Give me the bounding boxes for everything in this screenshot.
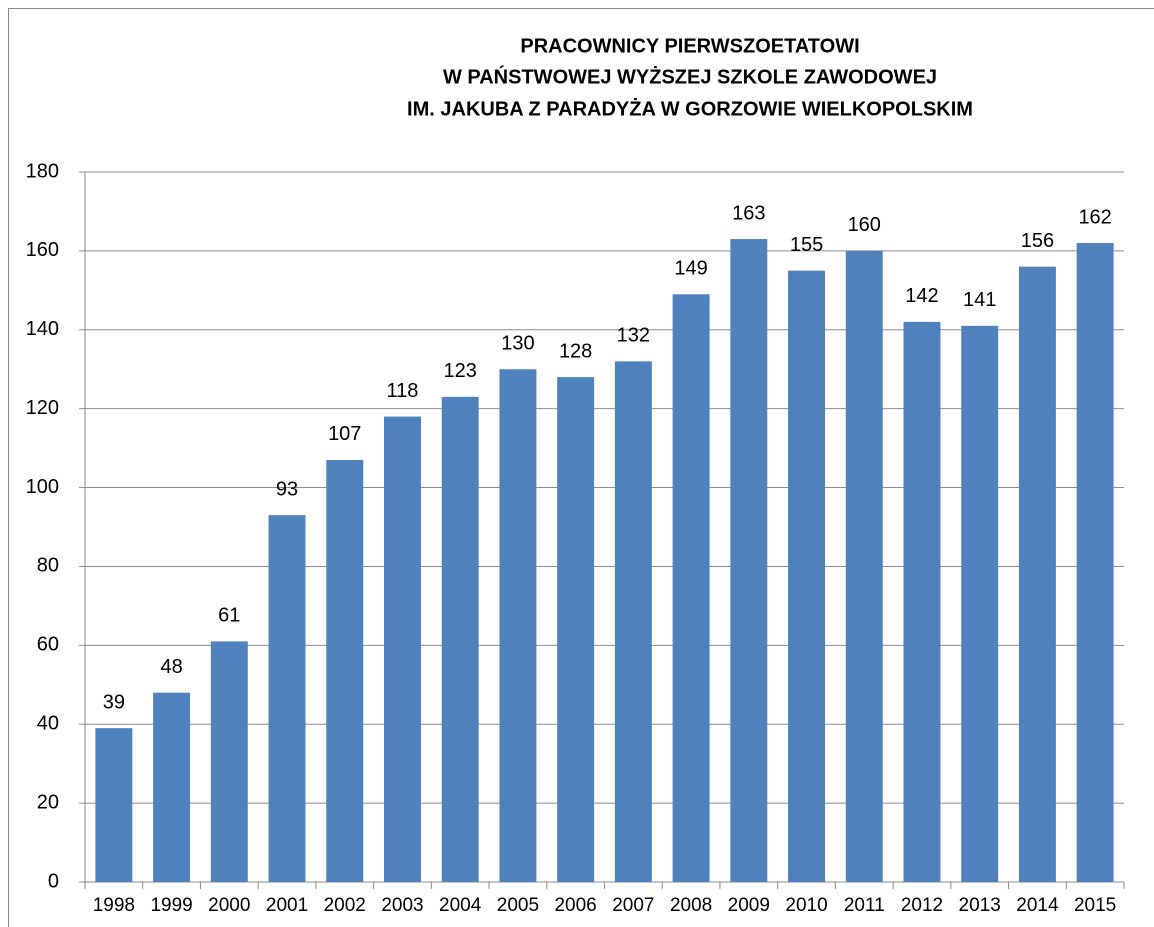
y-tick-label: 120 [26,397,59,419]
x-tick-label: 2002 [324,895,366,916]
bar [1076,243,1114,882]
data-label: 128 [559,340,592,362]
data-label: 156 [1021,230,1054,252]
chart-title: IM. JAKUBA Z PARADYŻA W GORZOWIE WIELKOP… [407,97,973,120]
y-tick-label: 40 [37,713,59,735]
x-tick-label: 2003 [381,895,423,916]
bar [845,250,883,882]
y-tick-label: 80 [37,555,59,577]
bar [961,325,999,882]
data-label: 118 [387,380,419,402]
bar [153,692,191,882]
bar [268,515,306,882]
y-tick-label: 0 [48,870,59,892]
bar [557,377,595,882]
x-tick-label: 2009 [728,895,770,916]
bar [788,270,825,883]
x-tick-label: 2013 [959,895,1001,916]
bar [903,321,941,882]
bar [326,459,364,882]
data-label: 107 [328,423,361,445]
x-tick-label: 2011 [844,895,885,916]
bar [672,294,710,882]
data-label: 149 [674,258,707,280]
x-tick-label: 2008 [670,895,712,916]
x-tick-label: 1998 [93,895,135,916]
x-tick-label: 2015 [1074,895,1116,916]
y-tick-label: 100 [26,476,59,498]
x-tick-label: 2004 [439,895,482,916]
bar [730,239,768,883]
x-tick-label: 2006 [554,895,596,916]
data-label: 142 [905,285,938,307]
bar [499,369,537,882]
bar [614,361,652,882]
bar [384,416,421,882]
y-tick-label: 160 [26,239,59,261]
y-tick-label: 180 [26,160,59,182]
x-tick-label: 1999 [150,895,192,916]
chart-title: PRACOWNICY PIERWSZOETATOWI [520,35,859,57]
data-label: 155 [790,234,823,256]
x-tick-label: 2007 [612,895,654,916]
bar [210,641,248,882]
y-tick-label: 140 [26,318,59,340]
data-label: 130 [501,333,534,355]
y-tick-label: 60 [37,634,59,656]
chart-title: W PAŃSTWOWEJ WYŻSZEJ SZKOLE ZAWODOWEJ [443,65,937,88]
data-label: 93 [276,478,298,500]
x-tick-label: 2005 [497,895,539,916]
data-label: 61 [218,605,240,627]
x-tick-label: 2000 [208,895,250,916]
data-label: 48 [160,656,182,678]
data-label: 160 [848,214,881,236]
bar [441,396,479,882]
y-tick-label: 20 [37,791,59,813]
x-tick-label: 2001 [266,895,308,916]
data-label: 132 [617,325,650,347]
data-label: 141 [963,289,996,311]
bar [1018,266,1056,883]
data-label: 163 [732,202,765,224]
data-label: 123 [444,360,477,382]
x-tick-label: 2012 [901,895,943,916]
data-label: 39 [103,691,125,713]
x-tick-label: 2010 [785,895,827,916]
bar [95,728,133,882]
data-label: 162 [1078,206,1111,228]
chart-border [8,8,1154,927]
x-tick-label: 2014 [1016,895,1059,916]
